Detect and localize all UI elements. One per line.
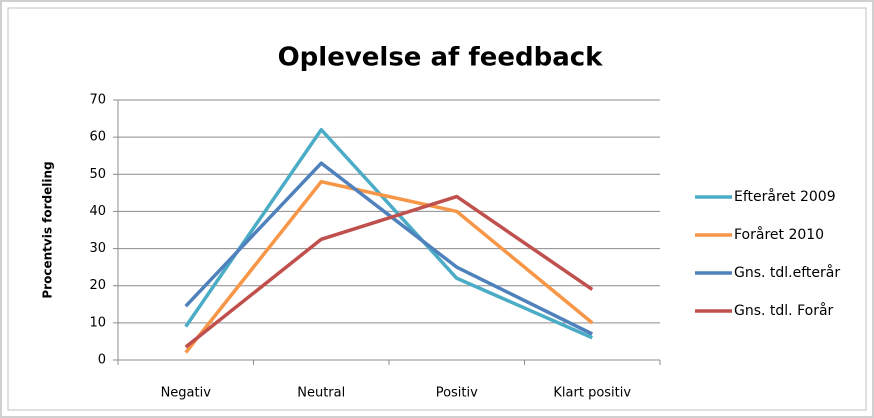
x-tick-label: Positiv: [436, 386, 478, 401]
legend-label: Foråret 2010: [734, 226, 824, 243]
y-tick-label: 20: [89, 278, 106, 293]
line-series: [184, 179, 594, 354]
line-series: [184, 127, 593, 340]
x-tick-label: Klart positiv: [553, 386, 631, 401]
y-tick-label: 60: [89, 130, 106, 145]
y-tick-label: 70: [89, 93, 106, 108]
x-tick-label: Negativ: [161, 386, 212, 401]
line-series: [184, 194, 594, 349]
y-tick-label: 0: [98, 353, 106, 368]
legend-label: Efteråret 2009: [734, 188, 836, 205]
y-tick-label: 40: [89, 204, 106, 219]
y-tick-label: 10: [89, 315, 106, 330]
line-series: [184, 161, 594, 336]
y-tick-label: 50: [89, 167, 106, 182]
y-tick-label: 30: [89, 241, 106, 256]
y-axis-label: Procentvis fordeling: [41, 161, 55, 298]
x-tick-label: Neutral: [297, 386, 345, 401]
chart-frame: [7, 7, 867, 411]
legend-label: Gns. tdl. Forår: [734, 302, 834, 319]
legend-label: Gns. tdl.efterår: [734, 264, 840, 281]
chart-title: Oplevelse af feedback: [278, 43, 604, 73]
